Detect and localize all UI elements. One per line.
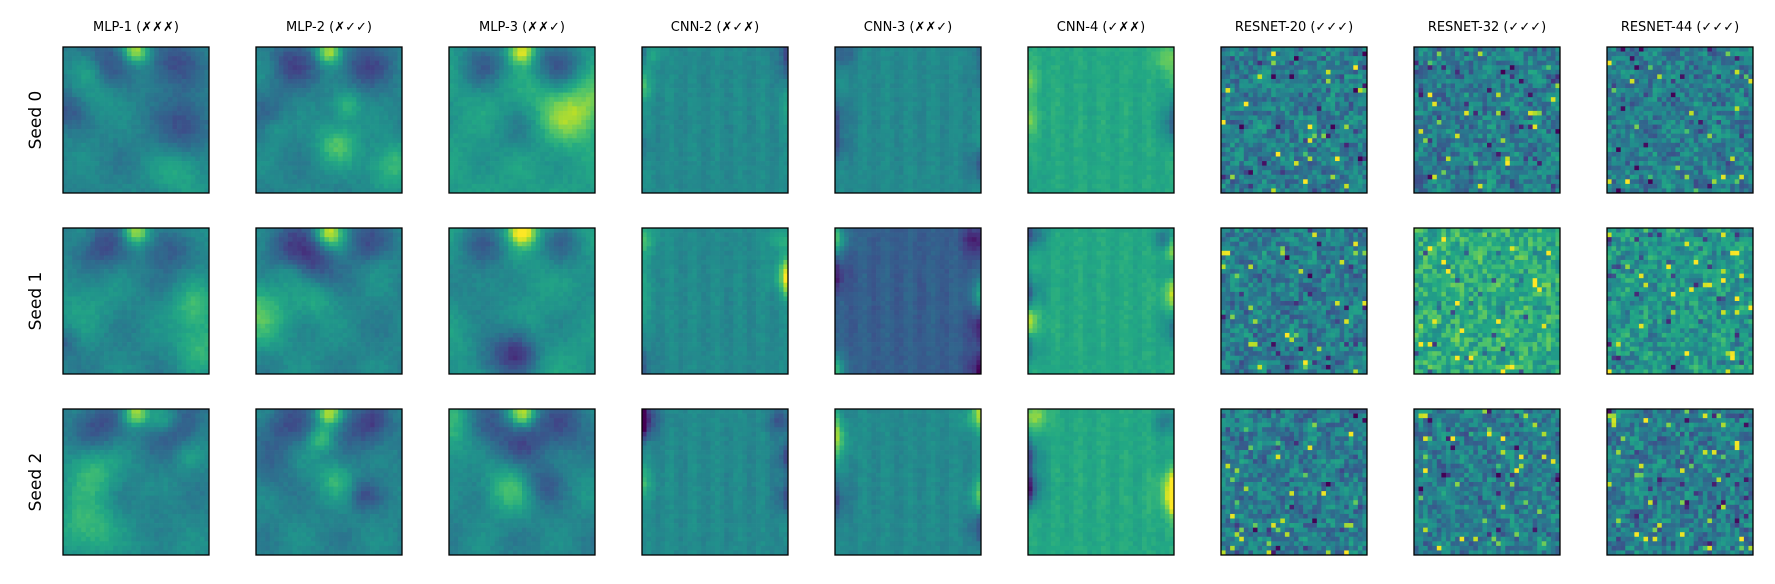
heatmap-panel xyxy=(1221,409,1367,555)
heatmap-panel xyxy=(1028,409,1174,555)
row-label: Seed 2 xyxy=(26,453,46,512)
heatmap-panel xyxy=(1221,228,1367,374)
heatmap-panel xyxy=(642,228,788,374)
heatmap-panel xyxy=(256,409,402,555)
heatmap-panel xyxy=(642,47,788,193)
heatmap-panel xyxy=(63,409,209,555)
heatmap-panel xyxy=(1607,228,1753,374)
heatmap-panel xyxy=(642,409,788,555)
heatmap-panels xyxy=(63,47,1753,555)
heatmap-panel xyxy=(1028,47,1174,193)
column-titles: MLP-1 (✗✗✗) MLP-2 (✗✓✓) MLP-3 (✗✗✓) CNN-2 (… xyxy=(93,20,1739,35)
heatmap-panel xyxy=(1607,47,1753,193)
heatmap-panel xyxy=(1028,228,1174,374)
heatmap-panel xyxy=(63,228,209,374)
heatmap-panel xyxy=(1414,228,1560,374)
heatmap-panel xyxy=(449,409,595,555)
heatmap-panel xyxy=(63,47,209,193)
heatmap-panel xyxy=(256,228,402,374)
column-title: RESNET-44 (✓✓✓) xyxy=(1621,20,1739,35)
column-title: MLP-3 (✗✗✓) xyxy=(479,20,565,35)
column-title: RESNET-20 (✓✓✓) xyxy=(1235,20,1353,35)
column-title: CNN-4 (✓✗✗) xyxy=(1057,20,1145,35)
heatmap-panel xyxy=(1414,409,1560,555)
heatmap-panel xyxy=(1221,47,1367,193)
column-title: MLP-1 (✗✗✗) xyxy=(93,20,179,35)
heatmap-panel xyxy=(449,228,595,374)
column-title: MLP-2 (✗✓✓) xyxy=(286,20,372,35)
column-title: CNN-3 (✗✗✓) xyxy=(864,20,952,35)
row-label: Seed 0 xyxy=(26,91,46,150)
heatmap-panel xyxy=(835,47,981,193)
row-label: Seed 1 xyxy=(26,272,46,331)
heatmap-panel xyxy=(256,47,402,193)
column-title: CNN-2 (✗✓✗) xyxy=(671,20,759,35)
heatmap-panel xyxy=(449,47,595,193)
heatmap-panel xyxy=(1607,409,1753,555)
heatmap-panel xyxy=(835,228,981,374)
heatmap-panel xyxy=(1414,47,1560,193)
heatmap-panel xyxy=(835,409,981,555)
column-title: RESNET-32 (✓✓✓) xyxy=(1428,20,1546,35)
